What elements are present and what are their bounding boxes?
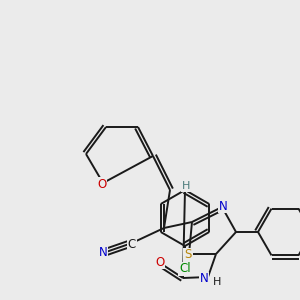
Text: H: H [182, 181, 190, 191]
Text: S: S [184, 248, 192, 262]
Text: N: N [200, 272, 208, 286]
Text: H: H [213, 277, 221, 287]
Text: N: N [99, 247, 107, 260]
Text: O: O [155, 256, 165, 268]
Text: N: N [219, 200, 227, 212]
Text: C: C [128, 238, 136, 250]
Text: Cl: Cl [179, 262, 191, 275]
Text: O: O [98, 178, 106, 190]
